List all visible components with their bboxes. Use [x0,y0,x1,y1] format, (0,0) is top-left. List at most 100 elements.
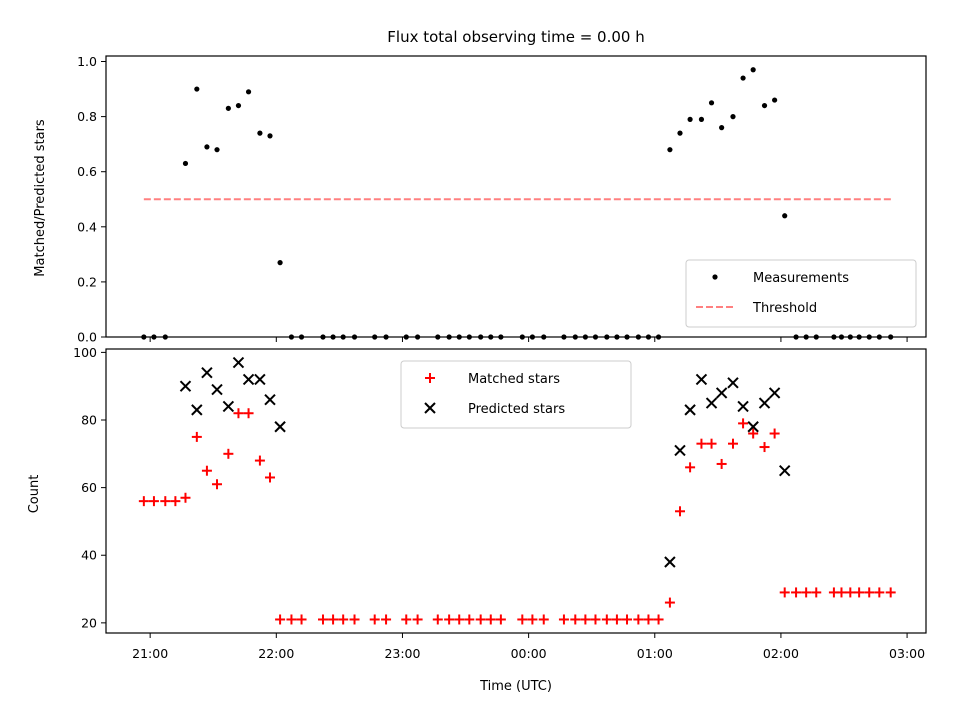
predicted-star-point [684,404,696,416]
matched-star-point [464,614,475,625]
matched-star-point [338,614,349,625]
matched-star-point [160,496,171,507]
matched-star-point [558,614,569,625]
y-tick-label: 60 [81,480,97,495]
legend-marker-x [424,402,436,414]
measurement-point [267,133,273,139]
y-tick-label: 0.6 [77,164,97,179]
matched-star-point [706,438,717,449]
matched-star-point [643,614,654,625]
matched-star-point [738,418,749,429]
y-tick-label: 100 [73,345,97,360]
matched-star-point [475,614,486,625]
predicted-star-point [264,394,276,406]
matched-star-point [570,614,581,625]
predicted-star-point [191,404,203,416]
measurement-point [730,114,736,120]
matched-star-point [580,614,591,625]
top-y-axis-label: Matched/Predicted stars [33,119,48,277]
matched-star-point [328,614,339,625]
measurement-point [667,147,673,153]
matched-star-point [349,614,360,625]
matched-star-point [779,587,790,598]
x-tick-label: 02:00 [763,646,799,661]
x-tick-label: 00:00 [511,646,547,661]
matched-star-point [527,614,538,625]
matched-star-point [622,614,633,625]
matched-star-point [170,496,181,507]
predicted-star-point [695,373,708,386]
top-plot-frame [105,55,927,338]
legend-marker-plus [425,373,435,383]
matched-star-point [769,428,780,439]
predicted-star-point [715,387,728,399]
predicted-star-point [242,373,255,386]
measurement-point [214,147,220,153]
measurement-point [225,105,231,111]
matched-star-point [191,431,202,442]
predicted-star-point [254,373,266,386]
matched-star-point [791,587,802,598]
matched-star-point [885,587,896,598]
matched-star-point [811,587,822,598]
measurement-point [740,75,746,81]
measurement-point [204,144,210,150]
predicted-star-point [211,383,223,396]
matched-star-point [275,614,286,625]
x-tick-label: 22:00 [258,646,294,661]
x-tick-label: 23:00 [384,646,420,661]
measurement-point [182,160,189,167]
predicted-star-point [705,397,718,409]
legend-marker-dot [712,274,718,280]
predicted-star-point [179,380,192,392]
matched-star-point [759,442,770,453]
matched-star-point [254,455,265,466]
matched-star-point [412,614,423,625]
x-tick-label: 03:00 [889,646,925,661]
matched-star-point [286,614,297,625]
measurement-point [782,213,788,219]
count-panel: 20 40 60 80 100 21:00 22:00 23:00 00:00 01:00 02:0… [73,345,927,661]
predicted-star-point [747,421,759,433]
matched-star-point [201,465,212,476]
bottom-legend: Matched stars Predicted stars [400,360,632,429]
matched-star-point [432,614,443,625]
measurement-point [708,100,715,106]
matched-star-point [590,614,601,625]
matched-star-point [317,614,328,625]
matched-star-point [401,614,412,625]
x-axis-label: Time (UTC) [479,679,552,694]
y-tick-label: 0.2 [77,274,97,289]
matched-star-point [454,614,465,625]
predicted-star-point [664,556,676,568]
predicted-star-point [758,397,771,409]
matched-star-point [296,614,307,625]
matched-star-point [444,614,455,625]
measurement-point [698,116,705,122]
predicted-star-point [201,366,213,379]
measurement-point [245,89,252,95]
measurement-point [235,102,242,109]
measurement-point [194,86,200,92]
matched-star-point [633,614,644,625]
measurement-point [277,260,283,266]
predicted-star-point [768,387,781,399]
matched-star-point [685,462,696,473]
matched-star-point [223,448,234,459]
measurement-point [687,116,693,122]
matched-star-point [138,496,149,507]
x-tick-label: 21:00 [132,646,168,661]
predicted-star-point [232,356,245,369]
measurement-point [761,102,768,109]
matched-star-point [716,458,727,469]
y-tick-label: 0.4 [77,219,97,234]
matched-star-point [653,614,664,625]
matched-star-point [233,408,244,419]
legend-label: Matched stars [468,372,560,387]
matched-star-point [243,408,254,419]
predicted-star-point [222,400,235,413]
y-tick-label: 0.0 [77,330,97,345]
matched-star-point [538,614,549,625]
matched-star-point [601,614,612,625]
